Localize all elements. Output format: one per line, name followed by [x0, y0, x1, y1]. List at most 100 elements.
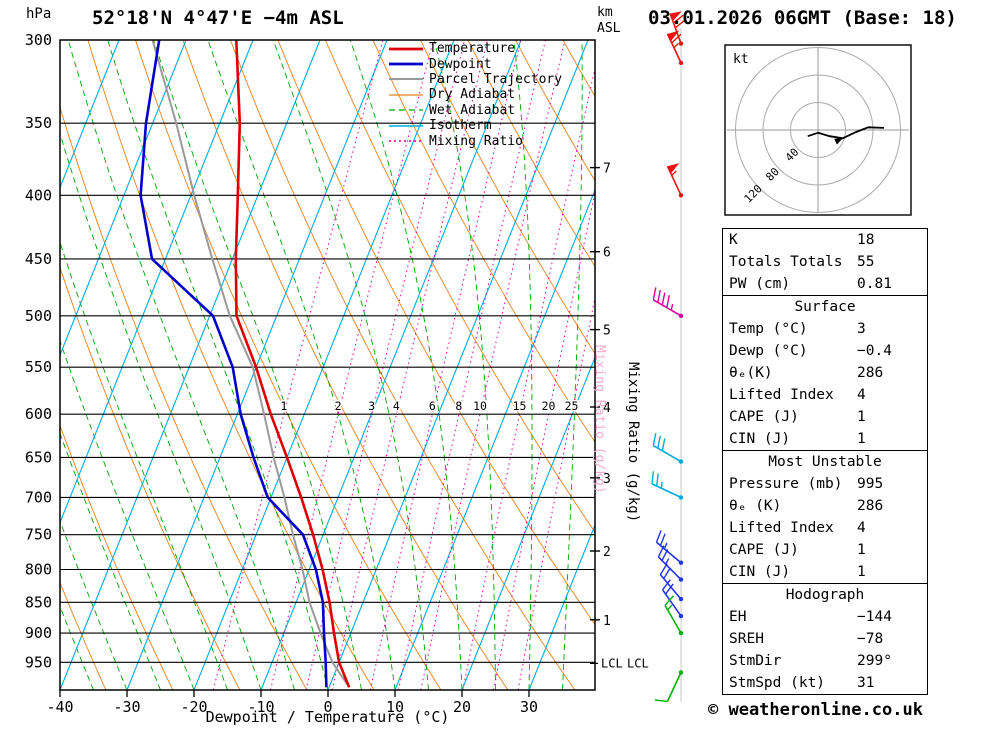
- stat-row: Dewp (°C) −0.4: [723, 340, 927, 362]
- stat-value: −78: [857, 631, 884, 647]
- legend-item: Dewpoint: [388, 56, 562, 72]
- svg-text:850: 850: [25, 593, 52, 611]
- svg-text:2: 2: [603, 545, 611, 560]
- svg-text:600: 600: [25, 405, 52, 423]
- stats-section: K 18 Totals Totals 55 PW (cm) 0.81: [722, 228, 928, 296]
- stat-label: PW (cm): [729, 276, 791, 292]
- svg-text:800: 800: [25, 561, 52, 579]
- stats-section-title: Most Unstable: [768, 454, 882, 470]
- svg-text:8: 8: [455, 399, 462, 413]
- svg-text:5: 5: [603, 324, 611, 339]
- legend: Temperature Dewpoint Parcel Trajectory Dry …: [388, 41, 562, 149]
- stat-row: CIN (J) 1: [723, 428, 927, 450]
- svg-text:450: 450: [25, 250, 52, 268]
- stats-section: Surface Temp (°C) 3 Dewp (°C) −0.4 θₑ(K) 286 Li…: [722, 295, 928, 451]
- stat-label: Lifted Index: [729, 520, 834, 536]
- legend-item: Mixing Ratio: [388, 133, 562, 149]
- legend-label: Temperature: [429, 41, 516, 57]
- stat-row: Temp (°C) 3: [723, 318, 927, 340]
- legend-item: Temperature: [388, 41, 562, 56]
- stat-label: CIN (J): [729, 564, 791, 580]
- svg-text:6: 6: [429, 399, 436, 413]
- stat-row: PW (cm) 0.81: [723, 273, 927, 295]
- stat-value: 1: [857, 431, 866, 447]
- legend-label: Wet Adiabat: [429, 102, 516, 118]
- stat-row: CAPE (J) 1: [723, 539, 927, 561]
- stat-label: Lifted Index: [729, 387, 834, 403]
- pressure-axis-unit: hPa: [26, 6, 52, 22]
- stat-row: K 18: [723, 229, 927, 251]
- legend-label: Dewpoint: [429, 56, 492, 72]
- stat-label: Pressure (mb): [729, 476, 843, 492]
- legend-line-sample: [389, 109, 423, 111]
- legend-line-sample: [389, 124, 423, 127]
- stat-value: −0.4: [857, 343, 892, 359]
- stats-panel: K 18 Totals Totals 55 PW (cm) 0.81 Surface Temp…: [722, 228, 928, 695]
- svg-text:950: 950: [25, 653, 52, 671]
- legend-line-sample: [389, 140, 423, 142]
- svg-text:2: 2: [335, 399, 342, 413]
- mixing-ratio-axis-label: Mixing Ratio (g/kg): [625, 362, 641, 523]
- svg-text:700: 700: [25, 488, 52, 506]
- svg-text:LCL: LCL: [627, 656, 649, 670]
- svg-text:750: 750: [25, 526, 52, 544]
- stat-label: SREH: [729, 631, 764, 647]
- stat-row: Pressure (mb) 995: [723, 473, 927, 495]
- km-axis-label: km ASL: [597, 5, 621, 36]
- stat-value: 995: [857, 476, 884, 492]
- legend-label: Dry Adiabat: [429, 87, 516, 103]
- svg-text:3: 3: [603, 472, 611, 487]
- stat-row: StmDir 299°: [723, 650, 927, 672]
- stat-row: CAPE (J) 1: [723, 406, 927, 428]
- stat-value: 55: [857, 254, 875, 270]
- stat-value: 3: [857, 321, 866, 337]
- svg-text:1: 1: [280, 399, 287, 413]
- stats-section-title: Surface: [794, 299, 856, 315]
- stat-value: 18: [857, 232, 875, 248]
- legend-item: Dry Adiabat: [388, 87, 562, 102]
- legend-label: Parcel Trajectory: [429, 71, 563, 87]
- svg-text:500: 500: [25, 307, 52, 325]
- stat-label: K: [729, 232, 738, 248]
- stat-label: CAPE (J): [729, 542, 799, 558]
- svg-text:1: 1: [603, 614, 611, 629]
- temperature-axis-label: Dewpoint / Temperature (°C): [205, 708, 450, 726]
- legend-line-sample: [389, 47, 423, 51]
- svg-text:25: 25: [565, 399, 579, 413]
- svg-text:LCL: LCL: [601, 656, 623, 670]
- stat-row: Lifted Index 4: [723, 384, 927, 406]
- stat-row: Lifted Index 4: [723, 517, 927, 539]
- svg-text:-30: -30: [113, 698, 140, 716]
- stats-section-title: Hodograph: [785, 587, 865, 603]
- mixing-ratio-axis-watermark: Mixing Ratio (g/kg): [592, 345, 607, 494]
- stat-value: 0.81: [857, 276, 892, 292]
- stat-row: StmSpd (kt) 31: [723, 672, 927, 694]
- stat-label: StmSpd (kt): [729, 675, 826, 691]
- stat-label: CAPE (J): [729, 409, 799, 425]
- legend-item: Parcel Trajectory: [388, 72, 562, 87]
- stat-value: 1: [857, 409, 866, 425]
- legend-label: Mixing Ratio: [429, 133, 523, 149]
- svg-text:10: 10: [473, 399, 487, 413]
- stat-row: θₑ(K) 286: [723, 362, 927, 384]
- stat-value: 299°: [857, 653, 892, 669]
- stat-label: Dewp (°C): [729, 343, 808, 359]
- svg-text:900: 900: [25, 624, 52, 642]
- stat-row: θₑ (K) 286: [723, 495, 927, 517]
- stat-value: 286: [857, 365, 884, 381]
- svg-text:650: 650: [25, 448, 52, 466]
- svg-text:-40: -40: [46, 698, 73, 716]
- svg-text:550: 550: [25, 358, 52, 376]
- stat-label: Totals Totals: [729, 254, 843, 270]
- legend-line-sample: [389, 78, 423, 81]
- stat-value: 1: [857, 564, 866, 580]
- svg-text:300: 300: [25, 31, 52, 49]
- stats-section: Most Unstable Pressure (mb) 995 θₑ (K) 286 Li…: [722, 450, 928, 584]
- svg-text:0: 0: [323, 698, 332, 716]
- stat-row: CIN (J) 1: [723, 561, 927, 583]
- svg-text:4: 4: [603, 401, 611, 416]
- stat-label: Temp (°C): [729, 321, 808, 337]
- stat-row: SREH −78: [723, 628, 927, 650]
